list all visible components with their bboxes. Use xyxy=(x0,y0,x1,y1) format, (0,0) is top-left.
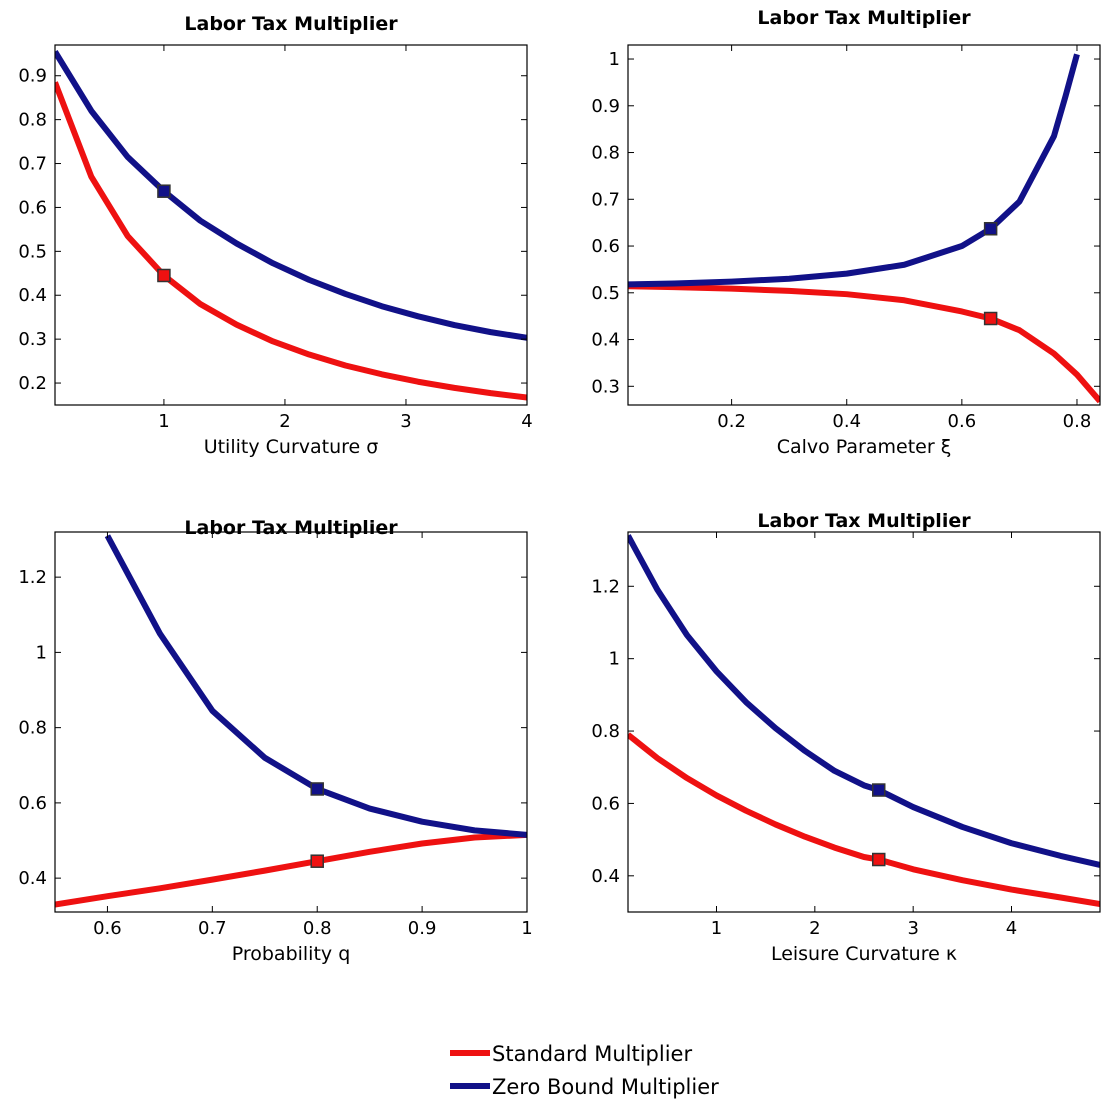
x-tick-label: 4 xyxy=(521,411,532,432)
data-point-marker-standard xyxy=(983,311,998,326)
y-tick-label: 0.9 xyxy=(591,96,620,117)
panel-title: Labor Tax Multiplier xyxy=(184,517,398,539)
data-point-marker-zero-bound xyxy=(310,782,324,796)
data-point-marker-standard xyxy=(872,852,886,867)
y-tick-label: 1 xyxy=(609,49,620,70)
series-line-standard xyxy=(55,81,527,401)
x-tick-label: 3 xyxy=(907,918,918,939)
y-tick-label: 0.8 xyxy=(18,110,47,131)
y-tick-label: 0.6 xyxy=(591,236,620,257)
x-axis-label: Probability q xyxy=(232,943,351,965)
y-tick-label: 0.8 xyxy=(591,143,620,164)
x-axis-label: Utility Curvature σ xyxy=(204,436,379,458)
y-tick-label: 0.6 xyxy=(591,793,620,814)
x-axis-label: Leisure Curvature κ xyxy=(771,943,957,965)
panel-leisure-curvature: Labor Tax Multiplier 1 2 3 4 0.4 0.6 0.8 1 1.2 Lei… xyxy=(591,510,1101,965)
x-tick-label: 0.8 xyxy=(303,918,332,939)
data-point-marker-standard xyxy=(157,268,171,283)
x-tick-label: 0.6 xyxy=(948,411,977,432)
data-point-marker-zero-bound xyxy=(157,184,171,198)
series-group xyxy=(55,534,527,908)
data-point-marker-zero-bound xyxy=(983,221,998,236)
series-line-zero-bound xyxy=(628,534,1100,868)
y-tick-label: 1.2 xyxy=(18,567,47,588)
y-tick-label: 0.7 xyxy=(591,189,620,210)
y-tick-label: 0.8 xyxy=(591,721,620,742)
x-tick-label: 0.7 xyxy=(198,918,227,939)
y-tick-label: 0.2 xyxy=(18,373,47,394)
x-tick-label: 3 xyxy=(400,411,411,432)
series-group xyxy=(628,534,1100,907)
x-tick-label: 1 xyxy=(158,411,169,432)
series-line-standard xyxy=(628,732,1100,907)
x-tick-label: 2 xyxy=(809,918,820,939)
y-tick-label: 1 xyxy=(36,642,47,663)
x-tick-label: 2 xyxy=(279,411,290,432)
x-tick-label: 4 xyxy=(1006,918,1017,939)
panel-calvo-parameter: Labor Tax Multiplier 0.2 0.4 0.6 0.8 0.3 0.4 0.… xyxy=(591,7,1101,458)
legend-label-standard: Standard Multiplier xyxy=(492,1042,692,1066)
axes-frame xyxy=(627,44,1101,406)
y-tick-label: 1 xyxy=(609,649,620,670)
x-tick-label: 0.6 xyxy=(93,918,122,939)
series-line-standard xyxy=(628,283,1100,404)
series-group xyxy=(55,50,527,401)
panel-utility-curvature: Labor Tax Multiplier 1 2 3 4 0.2 0.3 0.4 0.5 0.6 0… xyxy=(18,13,532,458)
x-tick-label: 0.4 xyxy=(832,411,861,432)
x-axis-label: Calvo Parameter ξ xyxy=(777,436,952,458)
data-point-marker-standard xyxy=(310,854,324,868)
chart-panels: Labor Tax Multiplier 1 2 3 4 0.2 0.3 0.4 0.5 0.6 0… xyxy=(18,7,1101,965)
series-line-zero-bound xyxy=(628,53,1080,288)
y-tick-label: 1.2 xyxy=(591,576,620,597)
y-tick-label: 0.4 xyxy=(591,866,620,887)
y-tick-label: 0.3 xyxy=(18,329,47,350)
y-tick-label: 0.5 xyxy=(591,283,620,304)
x-tick-label: 0.8 xyxy=(1063,411,1092,432)
panel-title: Labor Tax Multiplier xyxy=(757,7,971,29)
y-tick-label: 0.4 xyxy=(591,330,620,351)
y-tick-label: 0.7 xyxy=(18,154,47,175)
y-tick-label: 0.4 xyxy=(18,868,47,889)
y-tick-label: 0.6 xyxy=(18,197,47,218)
y-tick-label: 0.4 xyxy=(18,285,47,306)
y-tick-label: 0.8 xyxy=(18,718,47,739)
legend: Standard Multiplier Zero Bound Multiplie… xyxy=(450,1042,719,1099)
y-tick-label: 0.5 xyxy=(18,241,47,262)
y-tick-label: 0.3 xyxy=(591,376,620,397)
panel-title: Labor Tax Multiplier xyxy=(184,13,398,35)
x-tick-label: 1 xyxy=(521,918,532,939)
x-tick-label: 0.9 xyxy=(408,918,437,939)
series-group xyxy=(628,53,1100,404)
series-line-zero-bound xyxy=(55,50,527,341)
x-tick-label: 0.2 xyxy=(717,411,746,432)
panel-title: Labor Tax Multiplier xyxy=(757,510,971,532)
series-line-standard xyxy=(55,831,527,908)
axes-frame xyxy=(54,531,528,913)
axes-frame xyxy=(627,531,1101,913)
axes-frame xyxy=(54,44,528,406)
panel-probability-q: Labor Tax Multiplier 0.6 0.7 0.8 0.9 1 0.4 0.6 0… xyxy=(18,517,532,965)
data-point-marker-zero-bound xyxy=(872,783,886,797)
legend-label-zero-bound: Zero Bound Multiplier xyxy=(492,1075,719,1099)
x-tick-label: 1 xyxy=(711,918,722,939)
y-tick-label: 0.6 xyxy=(18,793,47,814)
y-tick-label: 0.9 xyxy=(18,66,47,87)
